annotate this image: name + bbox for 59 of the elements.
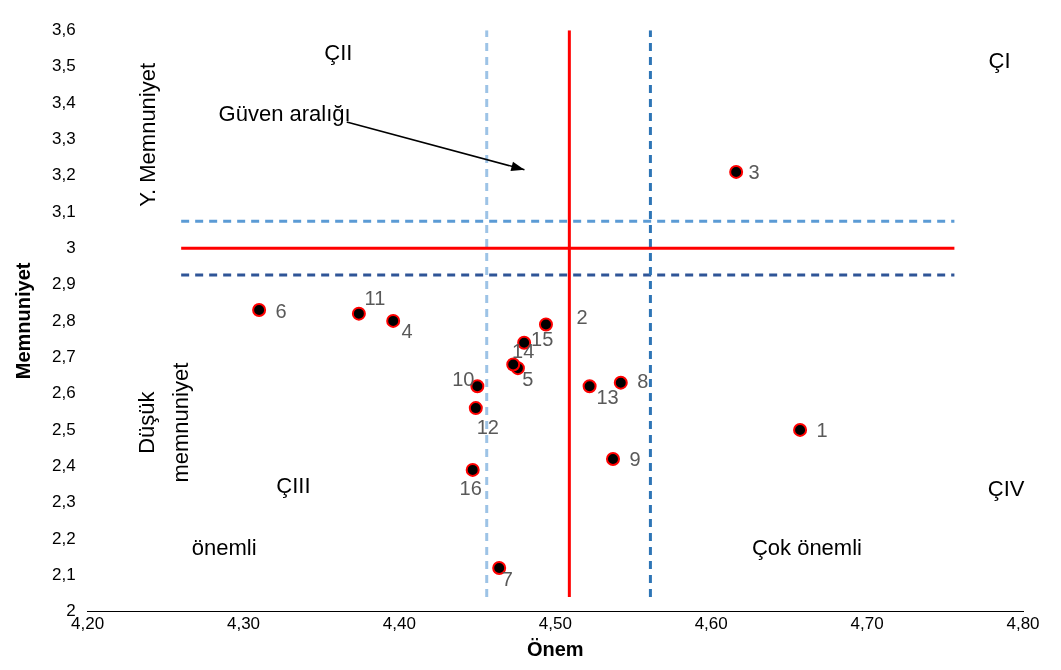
annotation: ÇII [324,39,353,65]
point [793,422,808,437]
y-tick-label: 3,6 [51,19,76,39]
y-tick-label: 3,3 [51,128,76,148]
y-tick-label: 3 [66,237,76,257]
y-tick-label: 2,6 [51,383,76,403]
annotation: 9 [629,448,641,471]
annotation: 1 [816,419,828,442]
y-tick-label: 3,1 [51,201,76,221]
point [729,164,744,179]
annotation: önemli [191,535,257,561]
annotation: 4 [401,320,413,343]
point [538,317,553,332]
annotation: 11 [364,287,386,310]
y-tick-label: 2,7 [51,346,76,366]
y-tick-label: 2,1 [51,564,76,584]
annotation: ÇI [988,48,1011,74]
point [582,379,597,394]
annotation: Güven aralığı [218,100,351,126]
annotation: 10 [452,367,475,390]
point [613,375,628,390]
y-tick-label: 2,2 [51,528,76,548]
annotation: 6 [275,299,287,322]
x-tick-label: 4,30 [226,614,261,634]
point [386,313,401,328]
point [465,462,480,477]
y-tick-label: 2,4 [51,455,76,475]
annotation: ÇIII [276,472,311,498]
annotation: 16 [459,477,482,500]
y-axis-title: Memnuniyet [11,262,34,380]
annotation: 12 [476,415,499,438]
y-tick-label: 2,8 [51,310,76,330]
annotation: 7 [501,567,513,590]
x-tick-label: 4,50 [538,614,572,634]
annotation: Çok önemli [751,535,862,561]
point [468,401,483,416]
point [252,303,267,317]
y-tick-label: 2,5 [51,419,76,439]
point [351,306,366,321]
y-tick-label: 3,5 [51,56,76,76]
x-tick-label: 4,60 [694,614,728,634]
y-tick-label: 3,2 [51,165,76,185]
y-tick-label: 2,9 [51,274,76,294]
x-tick-label: 4,40 [382,614,416,634]
x-tick-label: 4,70 [850,614,884,634]
point [606,451,620,466]
annotation: 3 [748,161,760,184]
x-axis-title: Önem [526,637,584,660]
annotation: 2 [576,306,588,329]
point [506,357,521,372]
y-tick-label: 3,4 [51,92,76,112]
annotation: 5 [522,367,534,390]
annotation: 13 [596,385,619,408]
annotation: Y. Memnuniyet [135,62,161,207]
annotation: Düşük memnuniyet [134,362,194,483]
y-tick-label: 2,3 [51,492,76,512]
x-tick-label: 4,80 [1006,614,1040,634]
annotation: ÇIV [987,475,1025,501]
annotation: 8 [637,370,649,393]
